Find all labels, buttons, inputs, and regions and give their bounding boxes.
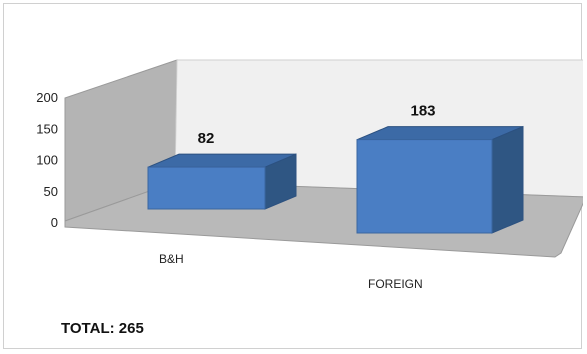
y-tick-label: 150 xyxy=(36,121,58,136)
y-tick-label: 50 xyxy=(44,184,58,199)
x-tick-label-1: FOREIGN xyxy=(368,277,423,291)
y-axis-ticks: 0 50 100 150 200 xyxy=(36,90,58,230)
total-annotation: TOTAL: 265 xyxy=(61,320,144,337)
data-label-0: 82 xyxy=(198,130,215,147)
bar-side-1 xyxy=(491,125,524,234)
labels-group: 82 B&H 183 FOREIGN xyxy=(159,103,436,291)
y-tick-label: 0 xyxy=(51,215,58,230)
chart-frame: 0 50 100 150 200 82 B&H 183 FOREIGN TOTAL: 265 xyxy=(3,3,583,349)
bar-1 xyxy=(356,139,493,234)
bars-group xyxy=(147,125,524,234)
y-tick-label: 100 xyxy=(36,153,58,168)
y-tick-label: 200 xyxy=(36,90,58,105)
x-tick-label-0: B&H xyxy=(159,252,184,266)
data-label-1: 183 xyxy=(410,103,435,120)
bar-0 xyxy=(147,166,266,210)
column-chart: 0 50 100 150 200 82 B&H 183 FOREIGN TOTAL: 265 xyxy=(36,59,583,337)
